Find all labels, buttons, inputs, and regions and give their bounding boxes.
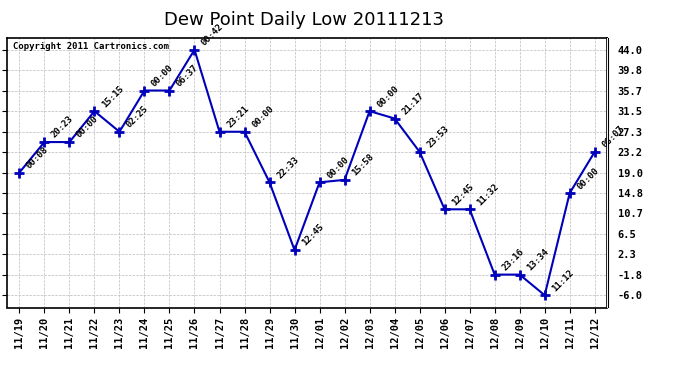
Text: 23:21: 23:21	[225, 104, 250, 130]
Text: 02:25: 02:25	[125, 104, 150, 130]
Text: 00:00: 00:00	[250, 104, 275, 130]
Text: 12:45: 12:45	[300, 222, 326, 248]
Text: Copyright 2011 Cartronics.com: Copyright 2011 Cartronics.com	[13, 42, 169, 51]
Text: 15:15: 15:15	[100, 84, 126, 109]
Text: 06:37: 06:37	[175, 63, 200, 88]
Text: 11:12: 11:12	[550, 268, 575, 293]
Text: 00:00: 00:00	[325, 155, 351, 180]
Text: 21:17: 21:17	[400, 91, 426, 116]
Text: 23:53: 23:53	[425, 124, 451, 150]
Text: 00:42: 00:42	[200, 22, 226, 48]
Text: 00:08: 00:08	[25, 145, 50, 170]
Text: 00:00: 00:00	[375, 84, 400, 109]
Text: 23:16: 23:16	[500, 247, 526, 273]
Text: 13:34: 13:34	[525, 247, 551, 273]
Text: 00:00: 00:00	[75, 114, 100, 140]
Text: 00:00: 00:00	[575, 166, 600, 191]
Text: 15:58: 15:58	[350, 152, 375, 178]
Text: 11:32: 11:32	[475, 182, 500, 207]
Text: 08:07: 08:07	[600, 124, 626, 150]
Text: 12:45: 12:45	[450, 182, 475, 207]
Text: 00:00: 00:00	[150, 63, 175, 88]
Text: 22:33: 22:33	[275, 155, 300, 180]
Text: 20:23: 20:23	[50, 114, 75, 140]
Text: Dew Point Daily Low 20111213: Dew Point Daily Low 20111213	[164, 11, 444, 29]
